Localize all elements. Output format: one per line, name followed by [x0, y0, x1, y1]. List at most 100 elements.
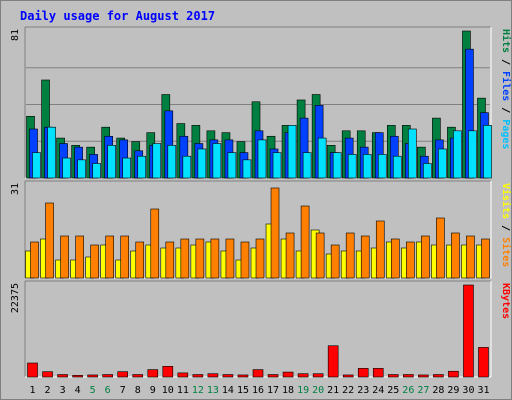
kbytes-bar-kbytes-day-29 [448, 370, 459, 378]
kbytes-bar-kbytes-day-21 [327, 345, 339, 378]
hits-bar-pages-day-12 [197, 148, 207, 179]
kbytes-bar-kbytes-day-1 [27, 362, 38, 378]
kbytes-bar-kbytes-day-8 [132, 374, 144, 378]
visits-bar-sites-day-24 [375, 220, 385, 279]
hits-axis-label-pages: Pages [500, 119, 511, 149]
x-tick-label-day-1: 1 [30, 385, 36, 396]
x-tick-label-day-20: 20 [312, 385, 324, 396]
x-tick-label-day-15: 15 [237, 385, 249, 396]
visits-bar-sites-day-30 [466, 235, 475, 279]
visits-bar-sites-day-29 [451, 232, 460, 279]
visits-bar-sites-day-7 [120, 235, 130, 279]
hits-bar-pages-day-4 [77, 159, 86, 179]
hits-bar-pages-day-1 [32, 152, 41, 179]
visits-bar-sites-day-20 [315, 232, 325, 279]
x-tick-label-day-24: 24 [372, 385, 384, 396]
visits-bar-sites-day-19 [300, 205, 310, 279]
x-tick-label-day-30: 30 [462, 385, 474, 396]
kbytes-bar-kbytes-day-9 [147, 369, 159, 378]
hits-bar-pages-day-13 [212, 143, 222, 179]
visits-bar-sites-day-4 [75, 235, 84, 279]
x-tick-label-day-26: 26 [402, 385, 414, 396]
x-tick-label-day-22: 22 [342, 385, 354, 396]
kbytes-bar-kbytes-day-11 [177, 372, 189, 378]
visits-bar-sites-day-10 [165, 241, 175, 279]
hits-bar-pages-day-31 [483, 125, 492, 179]
x-tick-label-day-28: 28 [432, 385, 444, 396]
visits-bar-sites-day-27 [421, 235, 430, 279]
visits-bar-sites-day-13 [210, 238, 220, 279]
kbytes-max-label: 22375 [10, 283, 21, 313]
visits-axis-label-sites: Sites [500, 237, 511, 267]
hits-axis-label-hits: Hits [500, 29, 511, 53]
kbytes-bar-kbytes-day-12 [192, 374, 204, 378]
kbytes-bar-kbytes-day-15 [237, 374, 249, 378]
kbytes-axis-label-kbytes: KBytes [500, 283, 511, 319]
kbytes-bar-kbytes-day-6 [102, 374, 113, 378]
kbytes-bar-kbytes-day-25 [387, 374, 399, 378]
hits-bar-pages-day-16 [257, 139, 267, 179]
kbytes-bar-kbytes-day-24 [372, 368, 384, 378]
hits-bar-pages-day-20 [317, 137, 327, 179]
hits-bar-pages-day-18 [287, 125, 297, 179]
hits-bar-pages-day-28 [438, 148, 447, 179]
hits-bar-pages-day-10 [167, 145, 177, 179]
kbytes-bar-kbytes-day-20 [312, 373, 324, 378]
x-tick-label-day-13: 13 [207, 385, 219, 396]
hits-bar-pages-day-17 [272, 152, 282, 179]
hits-bar-pages-day-8 [137, 155, 147, 179]
kbytes-bar-kbytes-day-14 [222, 374, 234, 378]
visits-bar-sites-day-12 [195, 238, 205, 279]
x-tick-label-day-11: 11 [177, 385, 189, 396]
kbytes-bar-kbytes-day-22 [342, 374, 354, 378]
hits-axis-label-separator: / [500, 101, 511, 119]
kbytes-bar-kbytes-day-2 [42, 371, 53, 378]
x-tick-label-day-7: 7 [120, 385, 126, 396]
kbytes-bar-kbytes-day-5 [87, 374, 98, 378]
kbytes-bar-kbytes-day-4 [72, 375, 83, 378]
kbytes-panel-bg [25, 281, 491, 377]
visits-bar-sites-day-3 [60, 235, 69, 279]
hits-bar-pages-day-23 [362, 154, 372, 179]
hits-bar-pages-day-24 [377, 154, 387, 179]
hits-bar-pages-day-25 [392, 155, 402, 179]
visits-bar-sites-day-5 [90, 244, 99, 279]
x-tick-label-day-9: 9 [150, 385, 156, 396]
kbytes-bar-kbytes-day-18 [282, 371, 294, 378]
x-tick-label-day-29: 29 [447, 385, 459, 396]
visits-bar-sites-day-6 [105, 235, 114, 279]
visits-bar-sites-day-17 [270, 187, 280, 279]
visits-bar-sites-day-11 [180, 238, 190, 279]
x-tick-label-day-3: 3 [60, 385, 66, 396]
kbytes-bar-kbytes-day-10 [162, 366, 174, 378]
x-tick-label-day-23: 23 [357, 385, 369, 396]
hits-bar-pages-day-27 [423, 163, 432, 179]
x-tick-label-day-14: 14 [222, 385, 234, 396]
x-tick-label-day-8: 8 [135, 385, 141, 396]
visits-bar-sites-day-8 [135, 241, 145, 279]
x-tick-label-day-31: 31 [477, 385, 489, 396]
kbytes-bar-kbytes-day-3 [57, 374, 68, 378]
kbytes-bar-kbytes-day-28 [433, 374, 444, 378]
x-tick-label-day-5: 5 [90, 385, 96, 396]
kbytes-bar-kbytes-day-31 [478, 347, 489, 378]
x-tick-label-day-12: 12 [192, 385, 204, 396]
x-tick-label-day-19: 19 [297, 385, 309, 396]
x-tick-label-day-4: 4 [75, 385, 81, 396]
kbytes-bar-kbytes-day-17 [267, 374, 279, 378]
visits-bar-sites-day-14 [225, 238, 235, 279]
visits-bar-sites-day-1 [30, 241, 39, 279]
hits-bar-pages-day-3 [62, 157, 71, 179]
visits-bar-sites-day-26 [406, 241, 415, 279]
hits-bar-pages-day-5 [92, 163, 101, 179]
visits-bar-sites-day-21 [330, 244, 340, 279]
plot-layer: 8 1 Hits / Files / Pages 31 Visits / Sites 22… [10, 26, 511, 396]
hits-axis-label: Hits / Files / Pages [500, 29, 511, 149]
hits-axis-label-separator: / [500, 53, 511, 71]
visits-bar-sites-day-31 [481, 238, 490, 279]
kbytes-bar-kbytes-day-13 [207, 373, 219, 378]
kbytes-bar-kbytes-day-26 [403, 374, 414, 378]
visits-axis-label: Visits / Sites [500, 183, 511, 267]
